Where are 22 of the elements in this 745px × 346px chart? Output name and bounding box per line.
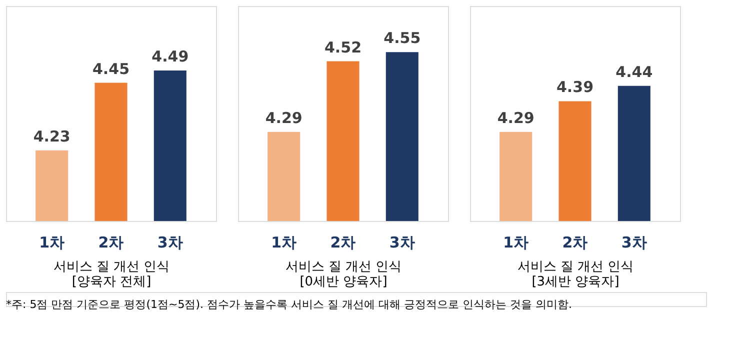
x-tick-label: 3차 [389, 234, 415, 252]
x-tick-label: 3차 [157, 234, 183, 252]
data-label: 4.29 [497, 108, 534, 127]
x-tick-label: 2차 [330, 234, 356, 252]
data-label: 4.44 [616, 62, 653, 81]
x-tick-label: 2차 [98, 234, 124, 252]
data-label: 4.45 [92, 60, 130, 78]
text: *주: 5점 만점 기준으로 평정(1점~5점). 점수가 높을수록 서비스 질 개선에 대해 긍정적으로 인식하는 것을 의미함. [6, 298, 572, 311]
data-label: 4.49 [152, 48, 189, 66]
data-label: 4.39 [556, 78, 594, 96]
x-tick-label: 3차 [621, 234, 647, 252]
data-label: 4.52 [324, 38, 362, 56]
data-label: 4.29 [265, 108, 302, 127]
x-axis-title: 서비스 질 개선 인식 [3세반 양육자] [517, 260, 634, 290]
x-tick-label: 2차 [562, 234, 588, 252]
x-tick-label: 1차 [503, 234, 529, 252]
data-label: 4.55 [384, 29, 421, 48]
x-tick-label: 1차 [39, 234, 65, 252]
data-label: 4.23 [33, 127, 70, 146]
x-tick-label: 1차 [271, 234, 297, 252]
x-axis-title: 서비스 질 개선 인식 [0세반 양육자] [285, 260, 402, 290]
x-axis-title: 서비스 질 개선 인식 [양육자 전체] [53, 260, 170, 290]
